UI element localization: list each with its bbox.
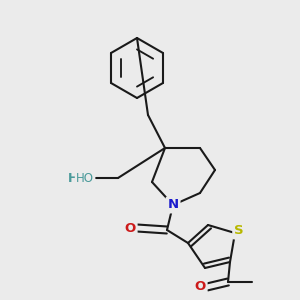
Text: H: H: [68, 172, 78, 184]
Text: HO: HO: [76, 172, 94, 184]
Text: O: O: [124, 221, 136, 235]
Text: N: N: [167, 199, 178, 212]
Text: S: S: [234, 224, 244, 238]
Text: –: –: [79, 172, 85, 184]
Text: O: O: [194, 280, 206, 293]
